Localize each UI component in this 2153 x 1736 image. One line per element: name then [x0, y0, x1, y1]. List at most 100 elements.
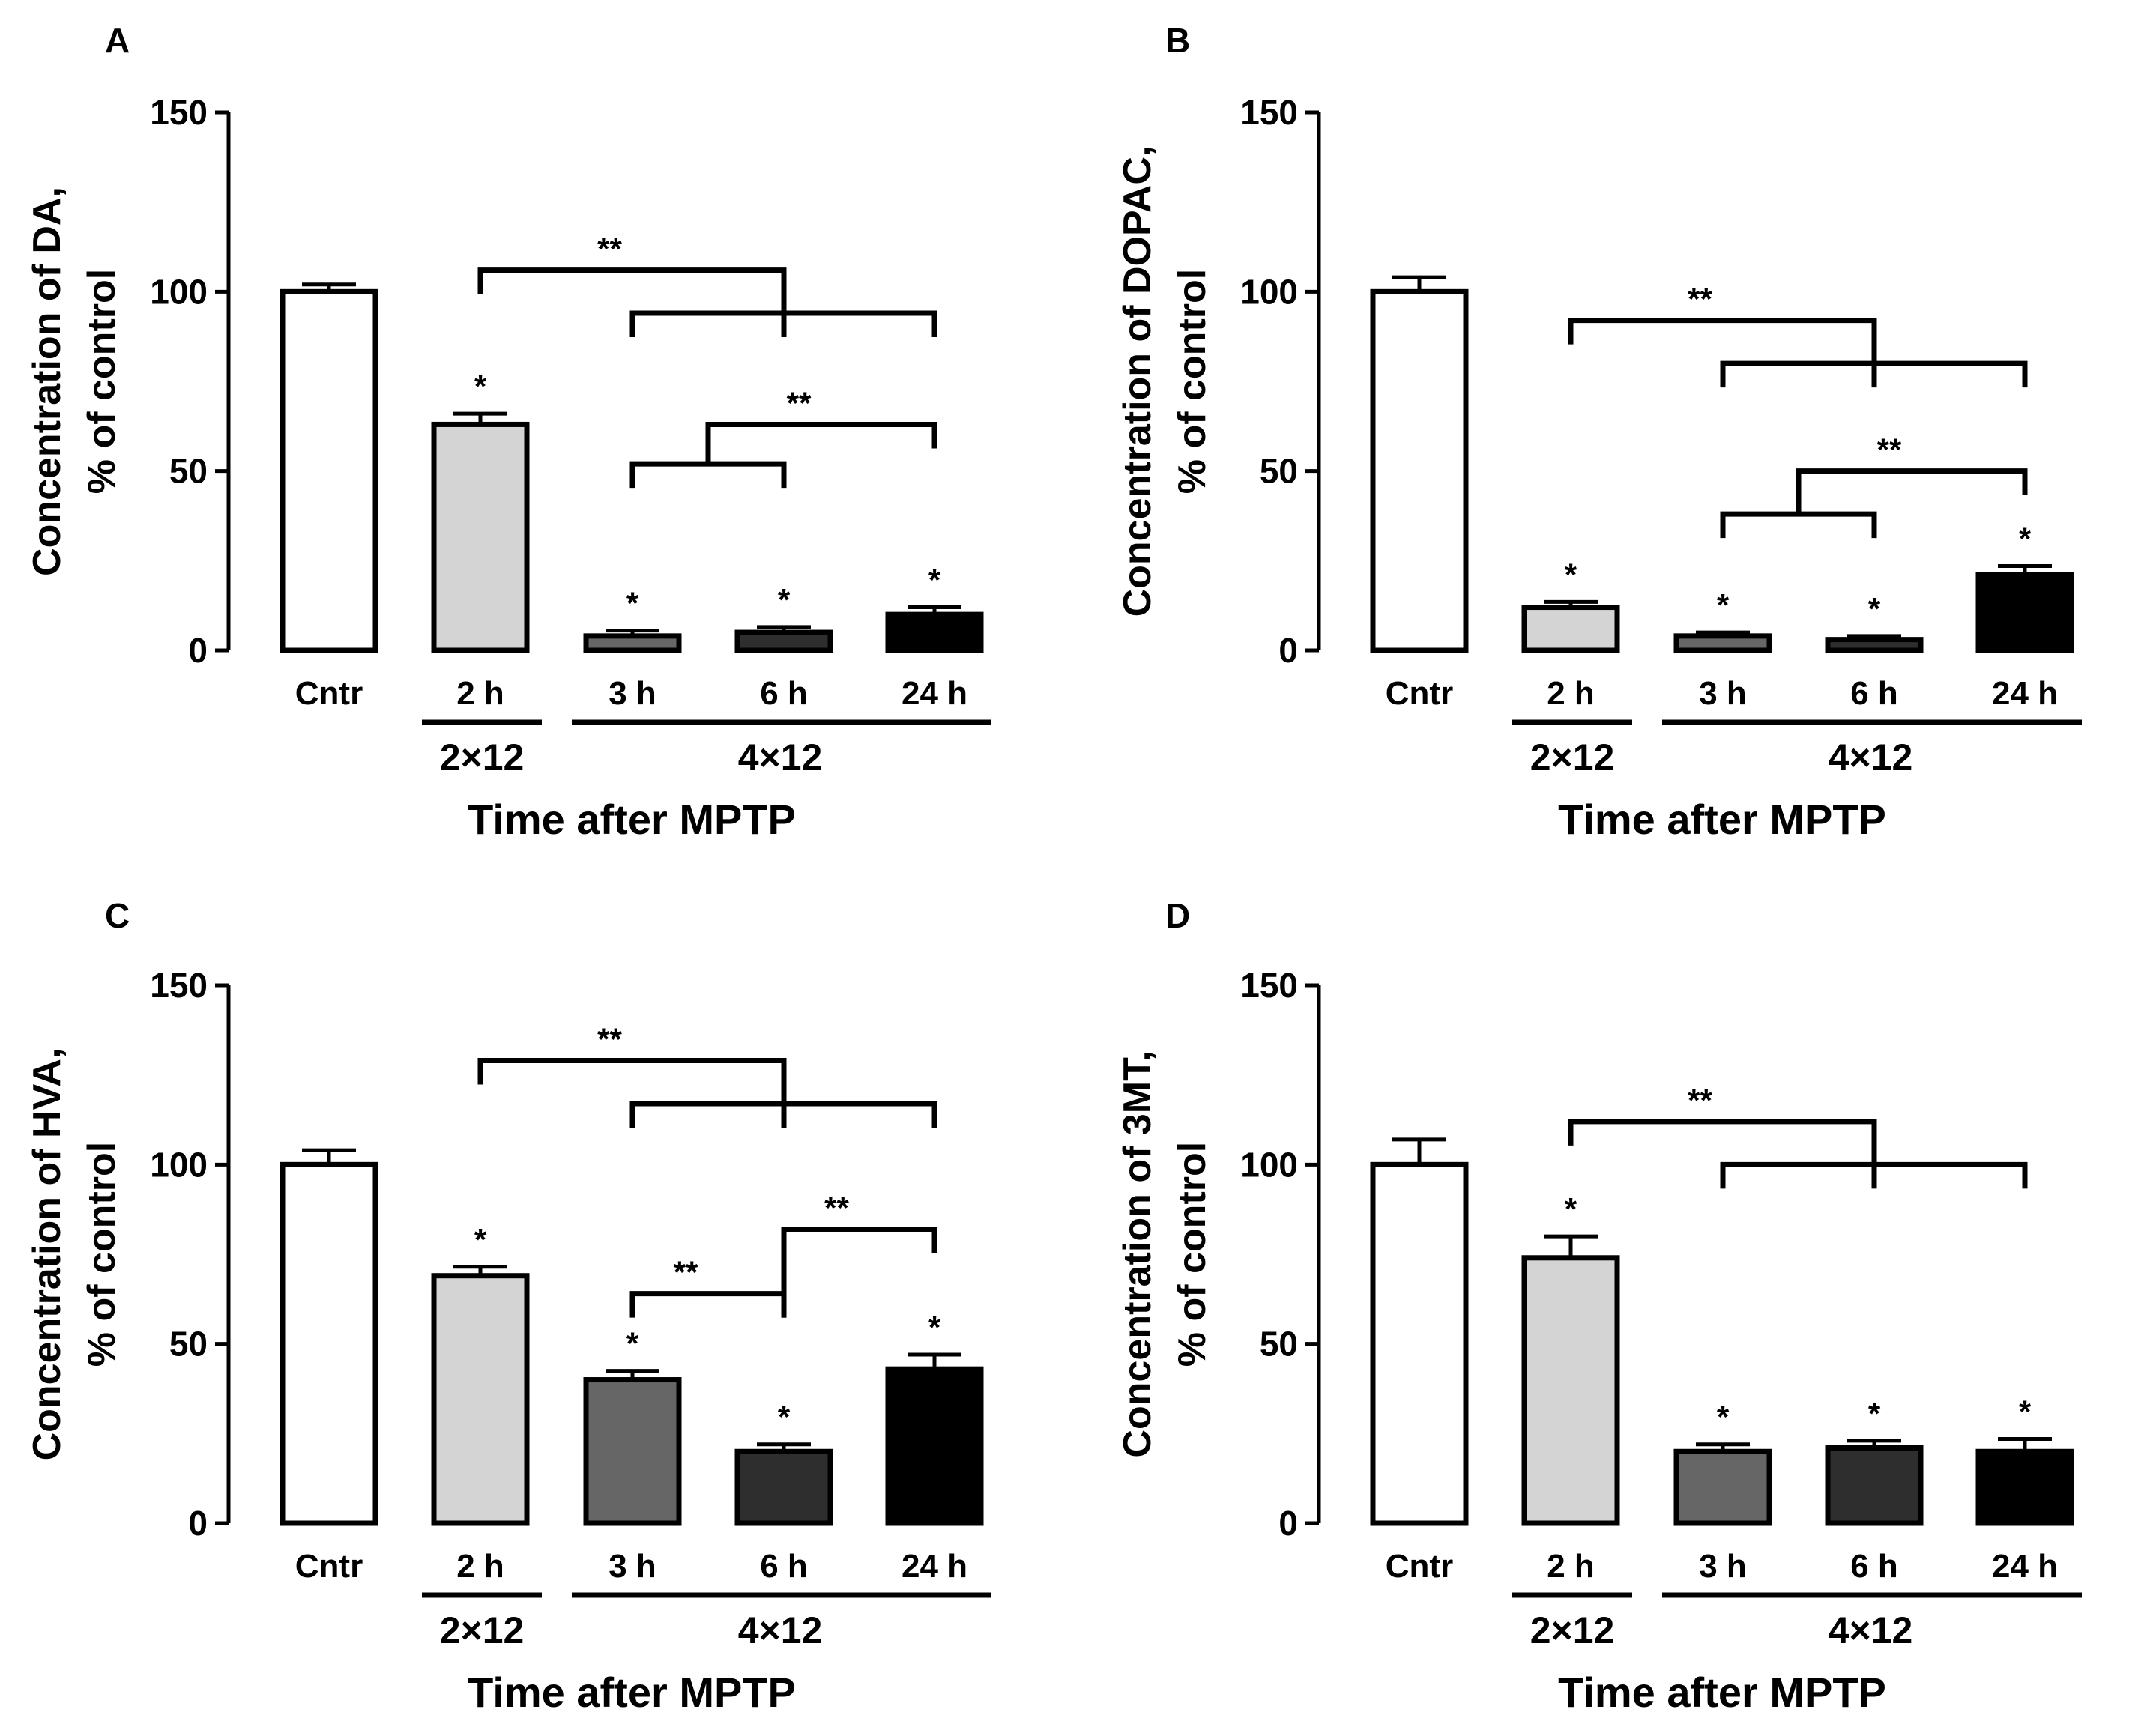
x-tick-label: Cntr [1386, 675, 1453, 712]
significance-star: * [1565, 557, 1577, 592]
x-tick-label: Cntr [295, 1548, 363, 1585]
y-tick-label: 150 [1240, 966, 1298, 1005]
significance-star: * [626, 586, 639, 621]
x-axis-title: Time after MPTP [468, 1669, 796, 1716]
x-tick-label: Cntr [1386, 1548, 1453, 1585]
panel-letter: B [1165, 21, 1190, 60]
y-axis-title: Concentration of HVA, [25, 1048, 69, 1461]
y-tick-label: 150 [1240, 93, 1298, 132]
significance-star: * [1717, 1400, 1730, 1435]
y-tick-label: 50 [1260, 452, 1298, 491]
bar-cntr [1370, 288, 1469, 653]
bar-24h [885, 611, 984, 653]
significance-bracket [1568, 318, 1877, 345]
group-label: 2×12 [1530, 1609, 1615, 1651]
x-tick-label: 2 h [456, 675, 504, 712]
significance-bracket [477, 267, 787, 294]
bar-cntr [280, 1161, 378, 1526]
y-tick-label: 0 [1278, 631, 1298, 670]
y-axis-title: Concentration of 3MT, [1116, 1050, 1159, 1457]
x-tick-label: 24 h [1992, 1548, 2058, 1585]
significance-star: * [778, 1400, 791, 1435]
bar-6h [1825, 637, 1924, 653]
x-tick-label: 24 h [1992, 675, 2058, 712]
x-tick-label: 3 h [609, 675, 656, 712]
significance-label: ** [787, 385, 812, 420]
bar-6h [1825, 1445, 1924, 1526]
significance-bracket [1796, 468, 2028, 495]
bar-3h [1673, 633, 1772, 653]
significance-star: * [928, 1310, 941, 1345]
significance-label: ** [674, 1255, 698, 1290]
group-label: 2×12 [440, 1609, 525, 1651]
bar-2h [1521, 1255, 1620, 1526]
x-tick-label: 3 h [609, 1548, 656, 1585]
x-tick-label: 2 h [456, 1548, 504, 1585]
significance-label: ** [1877, 432, 1902, 468]
panel-c: C 0 50 100 150 Concentration of HVA,% of cont… [25, 896, 991, 1716]
x-tick-label: 6 h [760, 1548, 808, 1585]
y-tick-label: 50 [169, 452, 208, 491]
significance-star: * [1717, 587, 1730, 623]
group-label: 4×12 [1829, 1609, 1913, 1651]
significance-bracket [629, 461, 787, 489]
bar-24h [885, 1366, 984, 1526]
y-axis-title: Concentration of DOPAC, [1116, 146, 1159, 617]
bar-3h [583, 633, 682, 653]
panel-letter: A [105, 21, 130, 60]
x-tick-label: 2 h [1547, 1548, 1595, 1585]
significance-bracket [1720, 511, 1877, 539]
y-tick-label: 100 [150, 1145, 208, 1184]
bar-2h [431, 421, 530, 653]
x-tick-label: 6 h [1850, 675, 1898, 712]
group-label: 4×12 [738, 737, 823, 778]
y-tick-label: 0 [188, 1504, 208, 1543]
significance-bracket [629, 1291, 787, 1318]
significance-bracket [705, 421, 937, 449]
group-label: 4×12 [738, 1609, 823, 1651]
significance-bracket [477, 1058, 787, 1085]
significance-star: * [474, 1222, 487, 1257]
bar-cntr [280, 288, 378, 653]
significance-star: * [1868, 1396, 1881, 1431]
significance-label: ** [1688, 1083, 1712, 1118]
panel-d: D 0 50 100 150 Concentration of 3MT, % of cont… [1116, 896, 2082, 1716]
y-tick-label: 50 [169, 1325, 208, 1364]
bar-cntr [1370, 1161, 1469, 1526]
x-tick-label: 6 h [760, 675, 808, 712]
significance-bracket [1568, 1119, 1877, 1146]
x-tick-label: 24 h [902, 675, 967, 712]
y-axis-title-unit: % of control [80, 269, 124, 494]
significance-star: * [474, 369, 487, 404]
panel-b: B 0 50 100 150 Concentration of DOPAC, % of co… [1116, 21, 2082, 843]
bar-3h [583, 1377, 682, 1526]
x-axis-title: Time after MPTP [1558, 796, 1886, 843]
bar-24h [1975, 1448, 2074, 1526]
significance-star: * [1565, 1191, 1577, 1227]
significance-star: * [2019, 1394, 2032, 1430]
x-tick-label: 24 h [902, 1548, 967, 1585]
significance-star: * [928, 563, 941, 598]
significance-star: * [1868, 591, 1881, 626]
x-axis-title: Time after MPTP [468, 796, 796, 843]
y-tick-label: 100 [1240, 272, 1298, 311]
group-label: 2×12 [1530, 737, 1615, 778]
bar-2h [1521, 605, 1620, 653]
y-tick-label: 150 [150, 966, 208, 1005]
y-tick-label: 0 [1278, 1504, 1298, 1543]
y-tick-label: 150 [150, 93, 208, 132]
bar-2h [431, 1273, 530, 1526]
panel-a: A 0 50 100 150 Concentration of DA,% of contr… [25, 21, 991, 843]
significance-bracket [781, 1226, 937, 1253]
bar-6h [734, 629, 833, 653]
y-axis-title-unit: % of control [1171, 1142, 1214, 1367]
y-tick-label: 100 [150, 272, 208, 311]
significance-star: * [626, 1326, 639, 1361]
significance-label: ** [1688, 282, 1712, 317]
y-tick-label: 0 [188, 631, 208, 670]
y-axis-title-unit: % of control [80, 1142, 124, 1367]
x-axis-title: Time after MPTP [1558, 1669, 1886, 1716]
x-tick-label: 3 h [1699, 675, 1747, 712]
x-tick-label: Cntr [295, 675, 363, 712]
